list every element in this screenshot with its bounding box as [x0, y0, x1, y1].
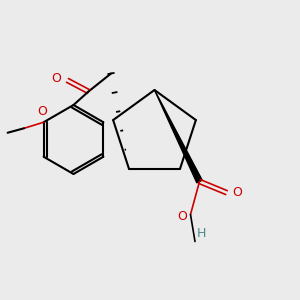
Polygon shape	[154, 90, 202, 183]
Text: O: O	[51, 72, 61, 86]
Text: H: H	[196, 227, 206, 240]
Text: O: O	[178, 209, 188, 223]
Text: O: O	[232, 186, 242, 199]
Text: O: O	[37, 105, 47, 118]
